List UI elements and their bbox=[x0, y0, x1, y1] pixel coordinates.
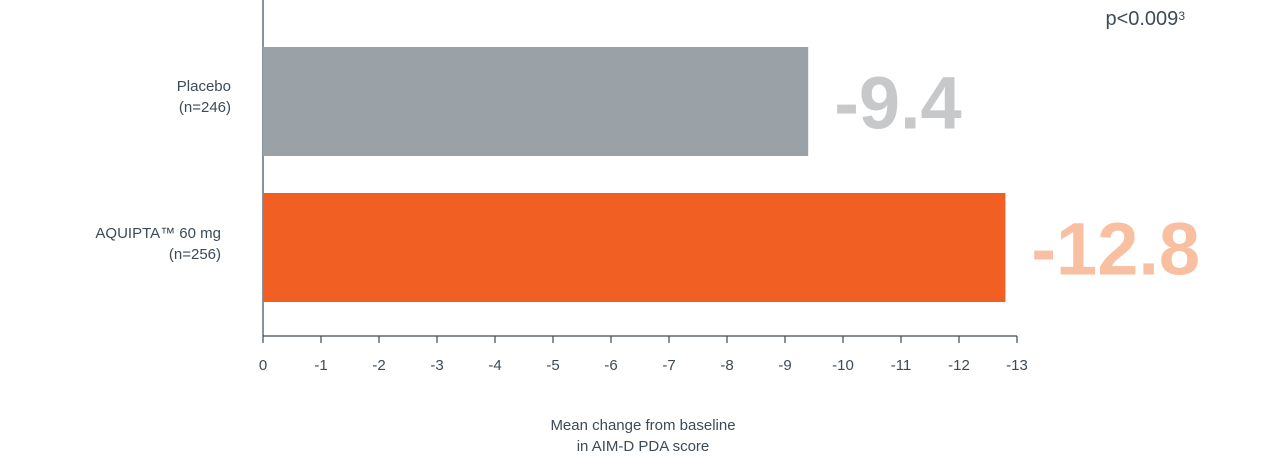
x-tick-label: -9 bbox=[778, 357, 791, 374]
bar-value-label: -12.8 bbox=[1031, 208, 1200, 291]
x-tick-label: -11 bbox=[891, 357, 912, 374]
bar-placebo bbox=[263, 47, 809, 156]
x-tick-label: -13 bbox=[1006, 357, 1028, 374]
x-tick-label: -8 bbox=[720, 357, 733, 374]
p-value-text: p<0.009 bbox=[1105, 8, 1179, 30]
x-axis-label: Mean change from baseline in AIM-D PDA s… bbox=[443, 415, 843, 457]
x-tick-label: -6 bbox=[604, 357, 617, 374]
bar-value-label: -9.4 bbox=[834, 62, 962, 145]
p-value-superscript: 3 bbox=[1178, 9, 1185, 23]
category-label-line2: (n=246) bbox=[178, 99, 231, 116]
x-tick-label: 0 bbox=[259, 357, 267, 374]
category-label-line1: Placebo bbox=[176, 78, 231, 95]
p-value-annotation: p<0.0093 bbox=[1105, 8, 1185, 31]
x-tick-label: -4 bbox=[488, 357, 501, 374]
x-tick-label: -1 bbox=[314, 357, 327, 374]
x-tick-label: -2 bbox=[372, 357, 385, 374]
category-label-line2: (n=256) bbox=[168, 246, 221, 263]
category-label-line1: AQUIPTA™ 60 mg bbox=[95, 225, 221, 242]
x-axis-label-line1: Mean change from baseline bbox=[550, 417, 736, 434]
x-tick-label: -5 bbox=[546, 357, 559, 374]
x-tick-label: -3 bbox=[430, 357, 443, 374]
category-label-aquipta: AQUIPTA™ 60 mg (n=256) bbox=[95, 223, 221, 265]
x-axis-label-line2: in AIM-D PDA score bbox=[576, 438, 710, 455]
bar-aquipta bbox=[263, 193, 1006, 302]
x-tick-label: -10 bbox=[832, 357, 854, 374]
x-tick-label: -7 bbox=[662, 357, 675, 374]
x-tick-label: -12 bbox=[948, 357, 970, 374]
category-label-placebo: Placebo (n=246) bbox=[177, 76, 231, 118]
